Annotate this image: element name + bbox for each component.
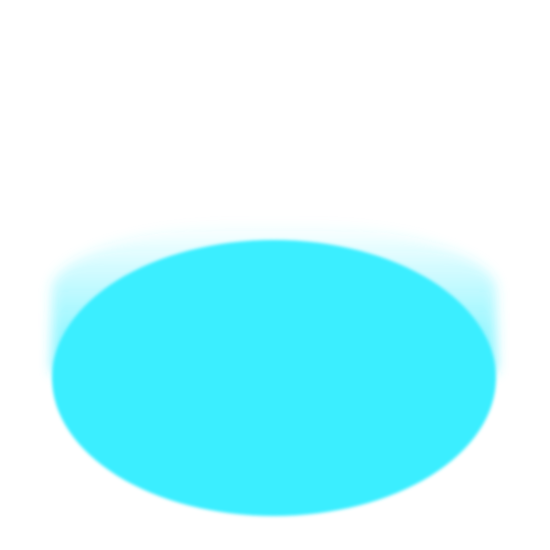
- disc-face: [52, 240, 496, 516]
